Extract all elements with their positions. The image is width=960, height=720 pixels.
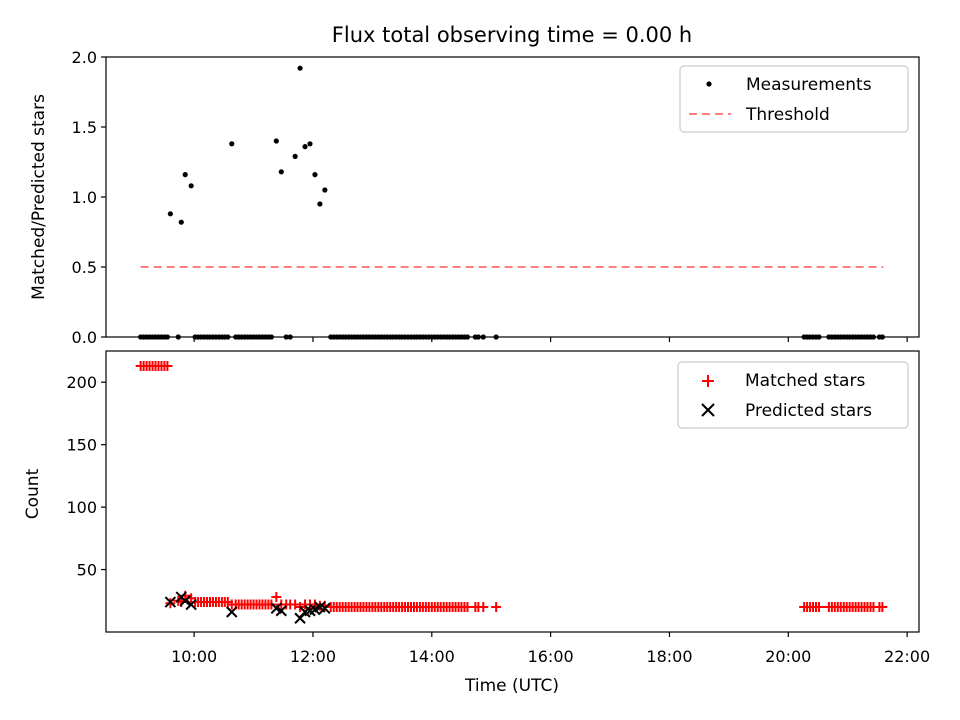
bottom-plot-frame [105,350,920,633]
bottom-y-tick-label: 50 [77,561,97,580]
top-y-tick-label: 0.5 [72,258,97,277]
top-y-axis-label: Matched/Predicted stars [29,94,49,300]
bottom-x-tick-label: 12:00 [290,647,336,666]
bottom-plot-panel: 50 100 150 200 10:00 12:00 14:00 16:00 18:00 20:… [23,350,930,696]
legend-matched-label: Matched stars [745,371,865,391]
measurement-point [225,334,231,340]
bottom-x-tick-label: 10:00 [171,647,217,666]
top-y-tick-label: 1.5 [72,118,97,137]
top-y-axis: 0.0 0.5 1.0 1.5 2.0 [72,48,106,347]
bottom-legend: Matched stars Predicted stars [677,361,909,429]
x-axis-label: Time (UTC) [464,676,559,696]
bottom-y-axis: 50 100 150 200 [66,373,106,580]
measurement-point [292,153,298,159]
predicted-star-point [275,605,287,617]
measurement-point [317,201,323,207]
predicted-star-point [164,596,177,608]
measurement-point [178,219,184,225]
measurement-point [283,334,289,340]
matched-star-point [491,602,502,613]
top-plot-marks [138,65,885,340]
top-y-tick-label: 2.0 [72,48,97,67]
top-plot-panel: 0.00.51.01.52.0 Matched/Predicted stars … [29,48,920,347]
measurement-point [297,65,303,71]
bottom-x-tick-label: 16:00 [528,647,574,666]
measurement-point [175,334,181,340]
measurement-point [816,334,822,340]
bottom-x-tick-label: 14:00 [409,647,455,666]
measurement-point [182,172,188,178]
measurement-point [302,144,308,150]
legend-measurements-marker [706,81,712,87]
bottom-y-tick-label: 150 [66,436,97,455]
measurement-point [322,187,328,193]
bottom-x-axis: 10:00 12:00 14:00 16:00 18:00 20:00 22:00 [171,632,930,666]
predicted-star-point [226,606,238,618]
measurement-point [307,141,313,147]
bottom-y-axis-label: Count [23,468,43,519]
measurement-point [493,334,499,340]
measurement-point [278,169,284,175]
matched-star-point [877,602,888,613]
bottom-legend-box [677,361,909,429]
top-legend-box [679,65,909,133]
matched-star-point [271,592,282,603]
predicted-star-point [179,595,191,607]
top-y-tick-label: 0.0 [72,328,97,347]
measurement-point [475,334,481,340]
legend-predicted-marker [701,403,715,417]
predicted-star-point [319,602,331,614]
bottom-plot-marks [135,360,888,624]
chart-title: Flux total observing time = 0.00 h [332,23,692,47]
measurement-point [268,334,274,340]
bottom-x-tick-label: 22:00 [884,647,930,666]
measurement-point [312,172,318,178]
measurement-point [164,334,170,340]
predicted-star-point [185,598,197,611]
measurement-point [229,141,235,147]
legend-predicted-label: Predicted stars [745,401,872,421]
measurement-point [287,334,293,340]
top-legend: Measurements Threshold [679,65,909,133]
measurement-point [167,211,173,217]
measurement-point [464,334,471,340]
matched-star-point [813,602,824,613]
measurement-point [188,183,194,189]
measurement-point [480,334,486,340]
measurement-point [870,334,877,340]
measurement-point [879,334,885,340]
legend-threshold-label: Threshold [745,105,830,125]
legend-measurements-label: Measurements [746,75,872,95]
top-y-tick-label: 1.0 [72,188,97,207]
bottom-y-tick-label: 200 [66,373,97,392]
bottom-x-tick-label: 20:00 [765,647,811,666]
matched-star-point [162,360,173,371]
measurement-point [273,138,279,144]
bottom-y-tick-label: 100 [66,498,97,517]
matched-star-point [478,602,489,613]
bottom-x-tick-label: 18:00 [646,647,692,666]
legend-matched-marker [702,375,714,387]
